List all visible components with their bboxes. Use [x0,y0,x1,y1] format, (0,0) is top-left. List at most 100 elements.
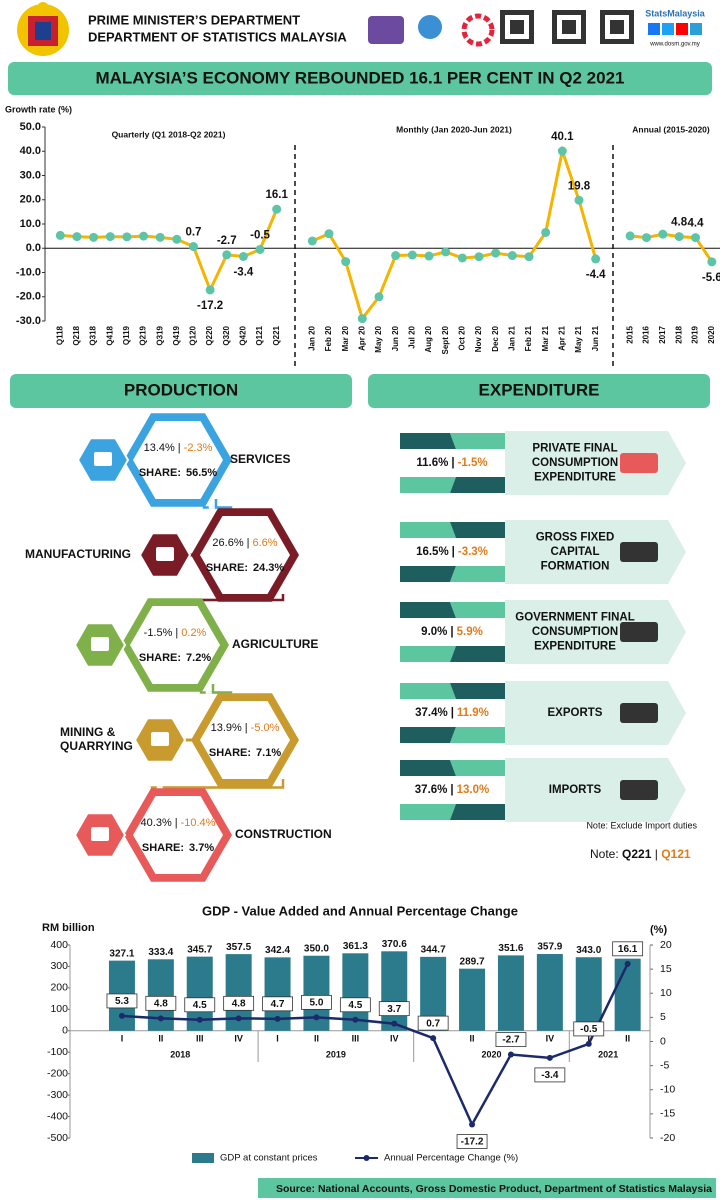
growth-marker [457,253,467,263]
growth-marker [541,227,551,237]
share-label: SHARE: [142,842,184,854]
pct-label: 5.0 [309,998,323,1009]
sector-name: SERVICES [230,452,290,466]
growth-marker [105,232,115,242]
x-tick-label: Jun 20 [391,325,400,351]
growth: 9.0% [421,626,447,638]
y-tick-label: -20.0 [16,291,41,303]
expenditure-growth: 9.0% | 5.9% [421,626,483,638]
pct-label: -2.7 [502,1035,520,1046]
sector-name: MANUFACTURING [25,547,131,561]
x-tick-label: II [158,1033,163,1043]
bar-label: 357.5 [226,942,251,953]
legend-note-current: Q221 [622,847,652,861]
x-tick-label: May 20 [374,325,383,352]
source: Source: National Accounts, Gross Domesti… [276,1183,712,1195]
sector-icon [91,827,109,841]
x-tick-label: IV [546,1033,555,1043]
sector-hexagon-inner [133,796,223,874]
separator: | [175,817,178,829]
bar [614,958,641,1031]
y-tick-label: 100 [50,1003,68,1015]
x-tick-label: Q119 [122,325,131,345]
expenditure-growth: 37.6% | 13.0% [415,784,489,796]
deco [400,602,456,618]
bar-label: 345.7 [187,944,212,955]
y2-tick-label: -10 [660,1084,675,1096]
growth-marker [674,232,684,242]
pct-marker [118,1012,125,1019]
bar [381,951,408,1031]
x-tick-label: Aug 20 [424,325,433,352]
expenditure-header-bg [368,374,710,408]
sector-share: SHARE: 3.7% [142,842,214,854]
legend-marker [363,1155,370,1161]
pct-marker [157,1015,164,1022]
deco [400,522,456,538]
x-tick-label: Feb 21 [524,325,533,351]
separator: | [451,707,454,719]
sector-share: SHARE: 7.2% [139,652,211,664]
y-tick-label: 0 [62,1025,68,1037]
bar-label: 351.6 [498,943,523,954]
growth-marker [255,244,265,254]
icon [620,542,658,562]
x-tick-label: Apr 21 [557,325,566,350]
sector-growth: -1.5% | 0.2% [144,627,207,639]
change: -2.3% [184,442,213,454]
deco [450,522,505,538]
separator: | [178,442,181,454]
x-tick-label: Q118 [55,325,64,345]
x-tick-label: III [352,1033,360,1043]
x-tick-label: 2019 [691,325,700,343]
x-tick-label: Q221 [272,325,281,345]
x-tick-label: 2015 [625,325,634,343]
pct-label-box [145,995,177,1011]
y-tick-label: 200 [50,982,68,994]
y2-tick-label: 15 [660,963,672,975]
x-tick-label: Q320 [222,325,231,345]
change: 5.9% [457,626,483,638]
expenditure-name: PRIVATE FINAL [532,443,617,455]
panel-title: Quarterly (Q1 2018-Q2 2021) [112,129,226,139]
year-label: 2019 [326,1049,346,1059]
expenditure-growth: 16.5% | -3.3% [416,546,488,558]
y-axis-title: Growth rate (%) [5,104,72,114]
growth-marker [391,251,401,261]
pct-marker [274,1015,281,1022]
share: 24.3% [253,562,284,574]
x-tick-label: Q218 [72,325,81,345]
growth-marker [341,257,351,267]
expenditure-name: EXPORTS [548,707,603,719]
deco [400,683,456,699]
share-label: SHARE: [139,652,181,664]
data-label: 4.4 [688,218,705,230]
deco [450,760,505,776]
bar-label: 327.1 [109,948,134,959]
growth: 37.6% [415,784,448,796]
expenditure-name: FORMATION [541,561,610,573]
growth-marker [658,229,668,239]
x-tick-label: May 21 [574,325,583,352]
crest [17,2,69,56]
pct-marker [352,1016,359,1023]
pct-label-box [495,1032,527,1047]
y-tick-label: -200 [47,1067,68,1079]
deco [450,433,505,449]
x-tick-label: Q219 [139,325,148,345]
x-tick-label: IV [234,1033,243,1043]
x-tick-label: Q120 [189,325,198,345]
separator: | [451,457,454,469]
x-tick-label: III [196,1033,204,1043]
pct-label-box [301,994,332,1010]
chart-title: GDP - Value Added and Annual Percentage … [202,903,518,918]
growth: 40.3% [141,817,172,829]
growth-marker [691,233,700,243]
pct-label: 3.7 [387,1004,401,1015]
sector-hexagon-inner [200,701,290,779]
x-tick-label: IV [390,1033,399,1043]
deco [400,760,456,776]
sector-hexagon-inner [133,421,223,499]
bar-label: 343.0 [576,945,601,956]
y-axis-title: RM billion [42,922,95,934]
